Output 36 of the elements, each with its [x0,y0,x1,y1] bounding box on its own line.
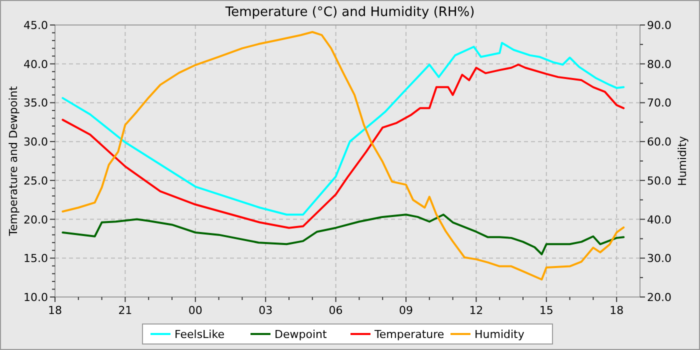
legend-label: Dewpoint [274,328,328,341]
y2-tick-label: 20.0 [647,291,672,304]
y-axis-title: Temperature and Dewpoint [7,85,20,237]
y-tick-label: 20.0 [24,213,48,226]
x-tick-label: 00 [188,304,202,317]
y2-tick-label: 70.0 [647,96,672,110]
y2-axis-title: Humidity [676,136,689,186]
x-tick-label: 06 [328,304,343,317]
line-series [62,42,625,216]
y-tick-label: 40.0 [24,58,48,71]
y2-tick-label: 90.0 [647,19,672,32]
y2-tick-label: 40.0 [647,213,672,226]
x-tick-label: 03 [258,304,273,317]
legend-label: FeelsLike [174,328,225,341]
y-tick-label: 25.0 [24,174,48,188]
y-tick-label: 35.0 [24,96,48,110]
x-tick-label: 15 [539,304,554,317]
y-tick-label: 10.0 [24,291,48,304]
x-tick-label: 09 [399,304,413,317]
x-tick-label: 18 [610,304,624,317]
legend-label: Temperature [374,328,444,341]
y-tick-label: 45.0 [24,19,48,32]
legend-label: Humidity [474,328,525,341]
y-tick-label: 15.0 [24,252,48,266]
line-series [62,214,625,256]
chart-title: Temperature (°C) and Humidity (RH%) [224,5,475,20]
x-tick-label: 12 [469,304,484,317]
line-series [62,64,625,229]
line-series [62,30,625,281]
y2-tick-label: 80.0 [647,58,672,71]
y2-tick-label: 30.0 [647,252,672,266]
y2-tick-label: 60.0 [647,136,672,149]
y2-tick-label: 50.0 [647,174,672,188]
x-tick-label: 18 [48,304,62,317]
x-tick-label: 21 [118,304,132,317]
y-tick-label: 30.0 [24,136,48,149]
